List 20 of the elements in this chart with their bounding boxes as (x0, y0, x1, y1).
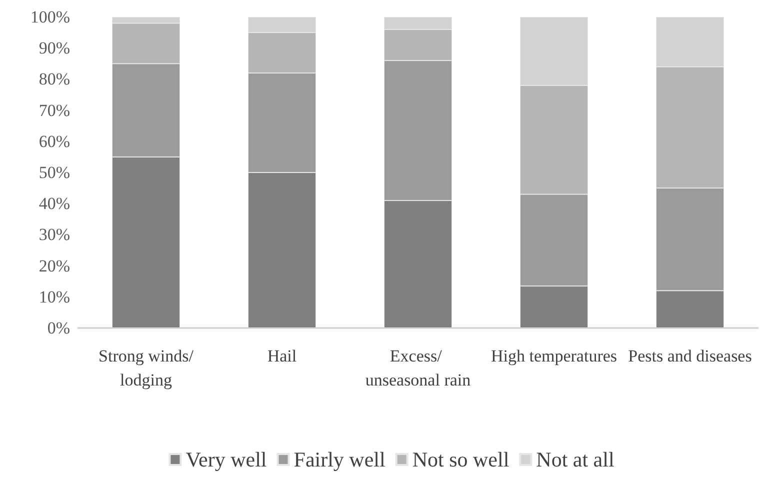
x-tick-label: Strong winds/lodging (98, 346, 194, 390)
y-tick-label: 10% (38, 287, 70, 306)
x-tick-label: Excess/ unseasonal rain (365, 346, 472, 390)
y-tick-label: 50% (38, 163, 70, 182)
y-tick-label: 90% (38, 38, 70, 58)
x-tick-label: Hail (267, 346, 297, 366)
y-tick-label: 20% (38, 256, 70, 276)
legend-label: Not at all (536, 448, 614, 472)
y-tick-label: 80% (38, 70, 70, 89)
y-tick-label: 70% (38, 100, 70, 120)
y-tick-label: 100% (30, 8, 70, 26)
y-tick-label: 60% (38, 132, 70, 151)
legend-label: Not so well (412, 448, 510, 472)
x-tick-label: High temperatures (490, 346, 618, 366)
legend-label: Very well (186, 448, 267, 472)
y-tick-label: 40% (38, 194, 70, 214)
legend-label: Fairly well (294, 448, 386, 472)
y-tick-label: 0% (47, 318, 70, 338)
y-tick-label: 30% (38, 225, 70, 244)
x-tick-label: Pests and diseases (628, 346, 752, 366)
